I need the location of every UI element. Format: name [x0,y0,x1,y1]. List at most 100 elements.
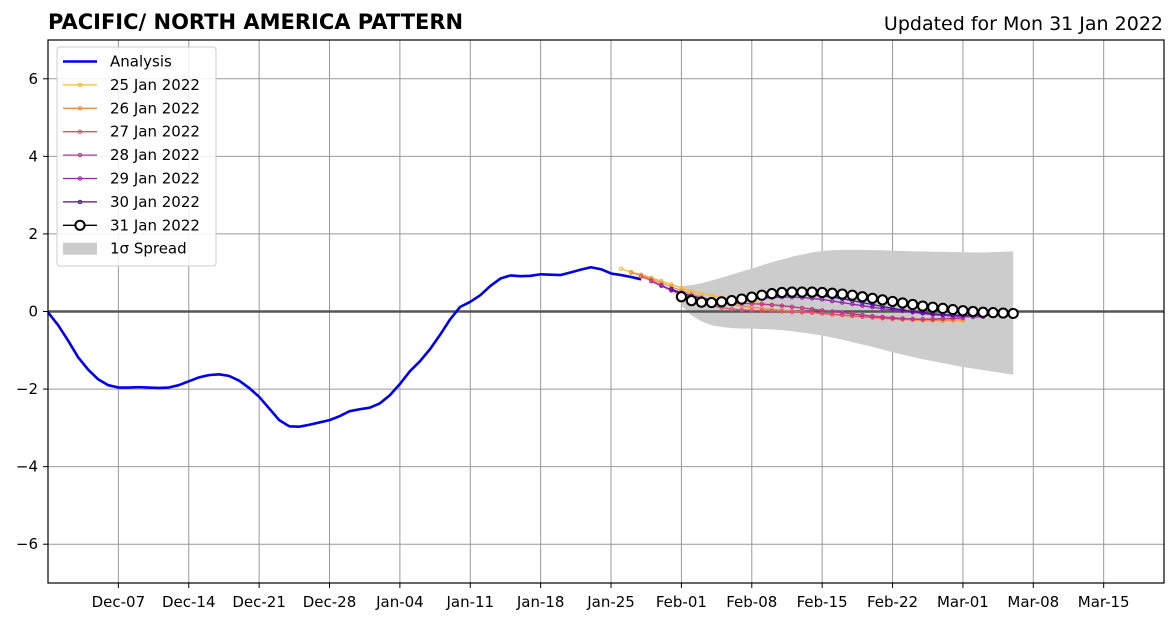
forecast-point [726,295,738,307]
x-tick-label: Mar-01 [937,593,989,611]
x-tick-label: Feb-08 [726,593,777,611]
x-tick-label: Dec-28 [303,593,357,611]
forecast-point [826,287,838,299]
forecast-point [977,306,989,318]
legend-label: 30 Jan 2022 [110,193,200,211]
forecast-point [890,315,895,320]
forecast-point [618,266,624,272]
legend-swatch-marker [74,219,86,231]
forecast-point [860,312,865,318]
forecast-point [856,291,868,303]
forecast-point [987,307,999,319]
forecast-point [746,291,758,303]
forecast-point [830,309,835,314]
forecast-point [957,305,969,317]
x-tick-label: Dec-21 [232,593,286,611]
forecast-point [917,300,929,312]
forecast-point [880,314,885,320]
legend-label: 26 Jan 2022 [110,99,200,117]
forecast-point [930,317,935,322]
forecast-point [739,307,744,313]
forecast-point [628,270,634,275]
forecast-point [927,301,939,313]
legend-swatch-marker [77,82,83,88]
legend-label: 28 Jan 2022 [110,146,200,164]
legend-swatch-marker [77,152,83,158]
forecast-point [900,316,905,321]
legend-label: Analysis [110,53,172,71]
forecast-point [907,298,919,311]
forecast-point [789,304,795,310]
legend-label: 31 Jan 2022 [110,216,200,234]
x-tick-label: Dec-14 [162,593,216,611]
legend-label: 25 Jan 2022 [110,76,200,94]
forecast-point [776,286,788,299]
forecast-point [779,309,785,314]
x-tick-label: Jan-11 [445,593,494,611]
forecast-point [729,306,734,312]
forecast-point [759,308,765,313]
legend-swatch-marker [77,199,83,205]
forecast-point [749,308,754,313]
y-tick-label: −4 [16,458,38,476]
analysis-line [46,265,642,428]
chart-subtitle: Updated for Mon 31 Jan 2022 [884,13,1163,35]
legend-swatch-marker [77,129,83,134]
y-tick-label: 4 [28,147,38,165]
forecast-point [786,286,798,298]
y-tick-label: 6 [28,70,38,88]
legend-swatch-spread [63,242,97,255]
forecast-point [695,296,708,308]
forecast-point [937,302,949,314]
forecast-point [1007,307,1019,320]
forecast-point [799,310,805,315]
forecast-series [675,286,1019,320]
forecast-point [736,293,748,305]
forecast-point [789,309,795,315]
forecast-point [649,279,654,284]
forecast-point [920,317,925,322]
forecast-point [947,303,959,316]
x-tick-label: Jan-25 [586,593,635,611]
legend-swatch-marker [77,176,83,181]
forecast-point [659,282,664,288]
forecast-point [675,291,688,303]
forecast-point [669,286,674,292]
x-tick-label: Jan-04 [375,593,424,611]
forecast-point [886,295,899,308]
x-tick-label: Dec-07 [92,593,146,611]
forecast-point [756,289,768,301]
forecast-point [830,312,835,317]
legend-box [56,46,217,267]
x-tick-label: Feb-01 [656,593,707,611]
x-tick-label: Jan-18 [516,593,565,611]
chart-title: PACIFIC/ NORTH AMERICA PATTERN [48,10,463,34]
forecast-point [836,288,848,300]
forecast-point [819,308,825,313]
forecast-point [769,308,775,314]
y-tick-label: −2 [16,380,38,398]
forecast-point [779,303,785,308]
forecast-point [967,305,979,318]
legend-label: 1σ Spread [110,240,187,258]
forecast-point [997,307,1009,319]
x-tick-label: Mar-15 [1078,593,1130,611]
axes: Dec-07 Dec-14 Dec-21 Dec-28 Jan-04 Jan-11 Jan-… [16,39,1165,611]
forecast-point [716,296,728,308]
forecast-point [809,306,815,312]
legend-swatch-marker [77,106,83,111]
forecast-point [896,297,909,309]
x-tick-label: Mar-08 [1007,593,1059,611]
forecast-point [870,305,875,310]
forecast-point [806,286,818,298]
legend-label: 27 Jan 2022 [110,123,200,141]
forecast-point [876,294,889,306]
legend: Analysis 25 Jan 2022 26 Jan 2022 27 Jan 202… [56,46,217,267]
forecast-point [910,316,915,322]
series-layer [46,265,1019,428]
forecast-point [866,292,879,304]
forecast-point [850,311,855,317]
forecast-point [638,274,644,279]
forecast-point [796,286,808,298]
forecast-point [846,289,858,301]
